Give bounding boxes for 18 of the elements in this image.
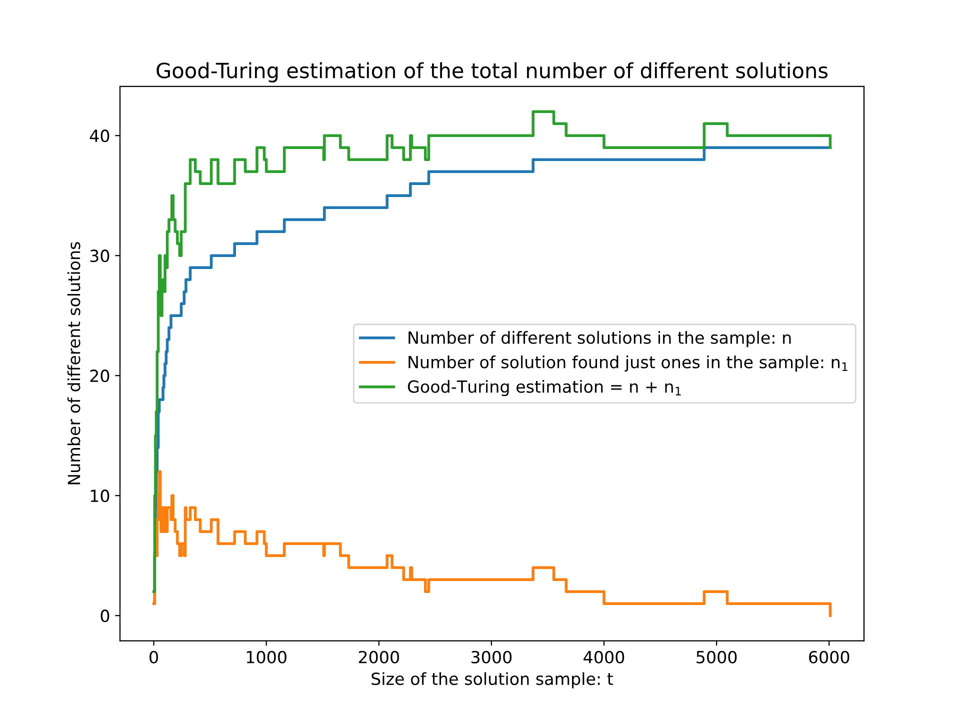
y-axis-title: Number of different solutions bbox=[67, 242, 80, 484]
y-tick-label: 40 bbox=[90, 130, 110, 142]
y-tick-label: 10 bbox=[90, 490, 110, 502]
y-tick-label: 30 bbox=[90, 250, 110, 262]
x-tick-label: 4000 bbox=[584, 650, 624, 664]
x-tick-label: 0 bbox=[150, 650, 158, 664]
legend-label: Number of solution found just ones in the sample: n$_{1}$ bbox=[408, 356, 848, 372]
y-tick-label: 20 bbox=[90, 370, 110, 382]
x-tick-label: 1000 bbox=[246, 650, 286, 664]
y-tick-label: 0 bbox=[100, 610, 110, 622]
x-tick-label: 5000 bbox=[696, 650, 737, 664]
chart-title: Good-Turing estimation of the total number of different solutions bbox=[156, 62, 828, 82]
x-tick-label: 6000 bbox=[809, 650, 850, 664]
x-tick-label: 3000 bbox=[472, 650, 512, 664]
x-axis-title: Size of the solution sample: t bbox=[372, 672, 614, 688]
legend-label: Good-Turing estimation = n + n$_{1}$ bbox=[408, 380, 681, 396]
legend-label: Number of different solutions in the sample: n bbox=[408, 331, 791, 348]
x-tick-label: 2000 bbox=[358, 650, 399, 664]
